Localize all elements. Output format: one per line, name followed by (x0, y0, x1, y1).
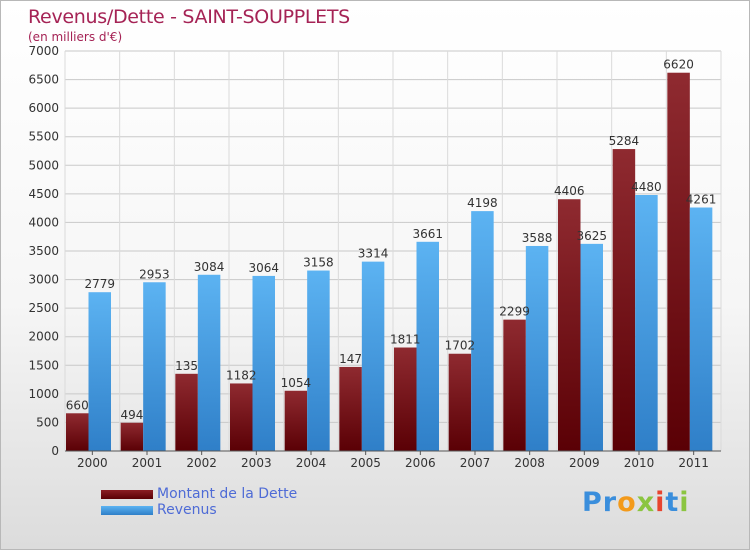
revenus-bar (88, 292, 111, 451)
debt-value-label: 494 (120, 408, 143, 422)
revenus-bar (635, 195, 658, 451)
debt-bar (448, 353, 472, 451)
revenus-bar (361, 261, 385, 451)
y-tick-label: 3000 (28, 273, 59, 287)
y-tick-label: 1500 (28, 358, 59, 372)
y-tick-label: 2000 (28, 330, 59, 344)
debt-bar (612, 149, 636, 452)
debt-bar (66, 413, 89, 451)
proxiti-logo: Proxiti (582, 487, 690, 518)
debt-value-label: 5284 (609, 134, 640, 148)
debt-value-label: 1811 (390, 333, 421, 347)
revenus-bar (143, 282, 166, 451)
debt-value-label: 1054 (281, 376, 312, 390)
revenus-bar (580, 243, 603, 451)
revenus-value-label: 3588 (522, 231, 553, 245)
y-tick-label: 0 (51, 444, 59, 458)
debt-bar (120, 422, 144, 451)
debt-bar (230, 383, 253, 451)
revenus-bar (252, 275, 275, 451)
debt-bar (667, 72, 690, 451)
revenus-value-label: 3661 (412, 227, 443, 241)
legend-label-revenus: Revenus (157, 502, 217, 518)
debt-value-label: 2299 (499, 305, 530, 319)
revenus-value-label: 3314 (358, 247, 389, 261)
debt-value-label: 6620 (663, 58, 694, 72)
revenus-value-label: 4480 (631, 180, 662, 194)
x-tick-label: 2008 (514, 456, 545, 470)
debt-bar (284, 390, 308, 451)
debt-value-label: 147 (339, 352, 362, 366)
debt-value-label: 1182 (226, 368, 257, 382)
revenus-bar (525, 245, 549, 451)
y-tick-label: 4000 (28, 215, 59, 229)
y-tick-label: 7000 (28, 44, 59, 58)
x-tick-label: 2000 (77, 456, 108, 470)
debt-bar (339, 366, 362, 451)
y-tick-label: 1000 (28, 387, 59, 401)
chart-subtitle: (en milliers d'€) (28, 30, 123, 44)
debt-bar (503, 319, 526, 451)
y-tick-label: 5500 (28, 130, 59, 144)
x-tick-label: 2005 (350, 456, 381, 470)
revenus-value-label: 4261 (686, 193, 717, 207)
revenus-value-label: 2779 (84, 277, 115, 291)
revenus-bar (197, 274, 221, 451)
debt-bar (558, 199, 581, 451)
legend-label-debt: Montant de la Dette (157, 486, 298, 502)
debt-value-label: 135 (175, 359, 198, 373)
y-tick-label: 6000 (28, 101, 59, 115)
x-tick-label: 2009 (569, 456, 600, 470)
y-tick-label: 500 (36, 415, 59, 429)
debt-value-label: 4406 (554, 184, 585, 198)
revenus-value-label: 3158 (303, 256, 334, 270)
y-tick-label: 6500 (28, 73, 59, 87)
revenus-bar (416, 241, 439, 451)
legend-swatch-debt (101, 490, 153, 499)
revenus-bar (307, 270, 330, 451)
revenus-value-label: 3084 (194, 260, 225, 274)
x-tick-label: 2010 (624, 456, 655, 470)
chart-title: Revenus/Dette - SAINT-SOUPPLETS (28, 6, 350, 28)
debt-value-label: 1702 (445, 339, 476, 353)
debt-value-label: 660 (66, 398, 89, 412)
revenus-value-label: 4198 (467, 196, 498, 210)
y-tick-label: 5000 (28, 158, 59, 172)
y-tick-label: 2500 (28, 301, 59, 315)
revenus-bar (471, 211, 494, 451)
debt-bar (175, 373, 198, 451)
x-tick-label: 2004 (296, 456, 327, 470)
y-tick-label: 3500 (28, 244, 59, 258)
revenus-value-label: 3064 (248, 261, 279, 275)
x-tick-label: 2006 (405, 456, 436, 470)
x-tick-label: 2007 (460, 456, 491, 470)
revenus-value-label: 3625 (576, 229, 607, 243)
revenus-bar (689, 207, 713, 451)
debt-bar (394, 347, 417, 451)
y-tick-label: 4500 (28, 187, 59, 201)
revenus-value-label: 2953 (139, 267, 170, 281)
x-tick-label: 2001 (132, 456, 163, 470)
x-tick-label: 2002 (186, 456, 217, 470)
x-tick-label: 2003 (241, 456, 272, 470)
legend-swatch-revenus (101, 506, 153, 515)
x-tick-label: 2011 (678, 456, 709, 470)
